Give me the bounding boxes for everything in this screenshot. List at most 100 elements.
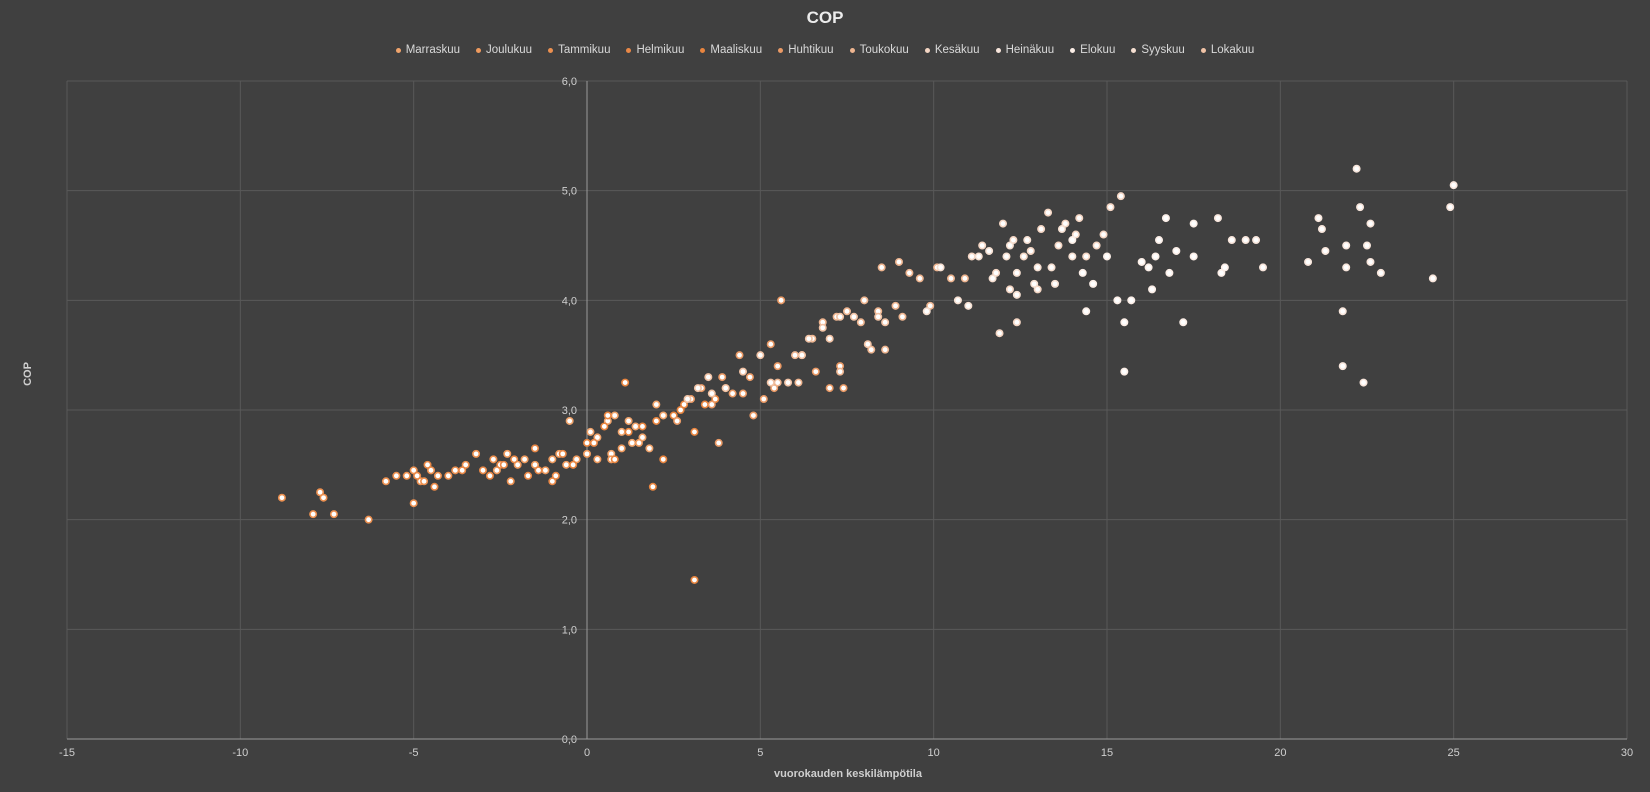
legend-marker-icon — [476, 47, 482, 53]
data-point — [693, 384, 702, 393]
legend-label: Lokakuu — [1210, 44, 1255, 56]
data-point — [856, 318, 865, 327]
data-point — [610, 455, 619, 464]
data-point — [690, 575, 699, 584]
legend-item[interactable]: Syyskuu — [1131, 44, 1185, 56]
data-point — [770, 384, 779, 393]
y-tick-label: 2,0 — [562, 515, 577, 527]
data-point — [426, 466, 435, 475]
data-point — [1071, 230, 1080, 239]
data-point — [444, 471, 453, 480]
data-point — [1106, 203, 1115, 212]
data-point — [1241, 236, 1250, 245]
legend-item[interactable]: Maaliskuu — [700, 44, 762, 56]
data-point — [766, 340, 775, 349]
legend-marker-icon — [924, 47, 930, 53]
data-point — [894, 257, 903, 266]
data-point — [738, 367, 747, 376]
data-point — [1037, 225, 1046, 234]
data-point — [881, 318, 890, 327]
y-axis-title: COP — [22, 362, 34, 386]
data-point — [461, 460, 470, 469]
legend-item[interactable]: Joulukuu — [476, 44, 532, 56]
data-point — [964, 301, 973, 310]
data-point — [489, 455, 498, 464]
data-point — [1356, 203, 1365, 212]
data-point — [1449, 181, 1458, 190]
data-point — [673, 416, 682, 425]
data-point — [946, 274, 955, 283]
data-point — [1217, 268, 1226, 277]
legend-label: Kesäkuu — [934, 44, 980, 56]
data-point — [638, 422, 647, 431]
data-point — [777, 296, 786, 305]
legend-item[interactable]: Heinäkuu — [995, 44, 1054, 56]
data-point — [1144, 263, 1153, 272]
data-point — [1363, 241, 1372, 250]
legend-item[interactable]: Kesäkuu — [924, 44, 980, 56]
y-tick-label: 5,0 — [562, 186, 577, 198]
legend-item[interactable]: Tammikuu — [548, 44, 610, 56]
data-point — [420, 477, 429, 486]
data-point — [593, 455, 602, 464]
legend-label: Helmikuu — [636, 44, 685, 56]
data-point — [659, 411, 668, 420]
legend-item[interactable]: Helmikuu — [626, 44, 684, 56]
data-point — [409, 499, 418, 508]
data-point — [1089, 279, 1098, 288]
data-point — [1033, 263, 1042, 272]
data-point — [714, 438, 723, 447]
data-point — [1012, 318, 1021, 327]
x-tick-label: -5 — [409, 747, 419, 759]
data-point — [513, 460, 522, 469]
data-point — [1026, 246, 1035, 255]
legend-item[interactable]: Marraskuu — [395, 44, 460, 56]
data-point — [1061, 219, 1070, 228]
data-point — [728, 389, 737, 398]
data-point — [842, 307, 851, 316]
data-point — [794, 378, 803, 387]
data-point — [1005, 241, 1014, 250]
data-point — [1428, 274, 1437, 283]
data-point — [1352, 164, 1361, 173]
legend-label: Joulukuu — [486, 44, 533, 56]
data-point — [707, 400, 716, 409]
data-point — [676, 405, 685, 414]
data-point — [784, 378, 793, 387]
data-point — [707, 389, 716, 398]
x-tick-label: 10 — [928, 747, 940, 759]
data-point — [1116, 192, 1125, 201]
data-point — [926, 301, 935, 310]
data-point — [530, 460, 539, 469]
x-tick-label: 20 — [1274, 747, 1286, 759]
legend-label: Tammikuu — [558, 44, 611, 56]
data-point — [1082, 307, 1091, 316]
data-point — [510, 455, 519, 464]
data-point — [1012, 268, 1021, 277]
legend-marker-icon — [626, 47, 632, 53]
data-point — [953, 296, 962, 305]
data-point — [433, 471, 442, 480]
legend-item[interactable]: Elokuu — [1070, 44, 1115, 56]
data-point — [988, 274, 997, 283]
data-point — [881, 345, 890, 354]
data-point — [1304, 257, 1313, 266]
data-point — [645, 444, 654, 453]
legend-item[interactable]: Lokakuu — [1200, 44, 1255, 56]
data-point — [1161, 214, 1170, 223]
data-points — [277, 164, 1458, 584]
data-point — [1044, 208, 1053, 217]
data-point — [634, 438, 643, 447]
data-point — [524, 471, 533, 480]
legend-item[interactable]: Huhtikuu — [778, 44, 834, 56]
data-point — [1082, 252, 1091, 261]
grid-lines — [66, 80, 1628, 740]
data-point — [967, 252, 976, 261]
data-point — [898, 312, 907, 321]
data-point — [1057, 225, 1066, 234]
data-point — [1051, 279, 1060, 288]
legend-item[interactable]: Toukokuu — [849, 44, 909, 56]
data-point — [711, 395, 720, 404]
data-point — [1189, 252, 1198, 261]
